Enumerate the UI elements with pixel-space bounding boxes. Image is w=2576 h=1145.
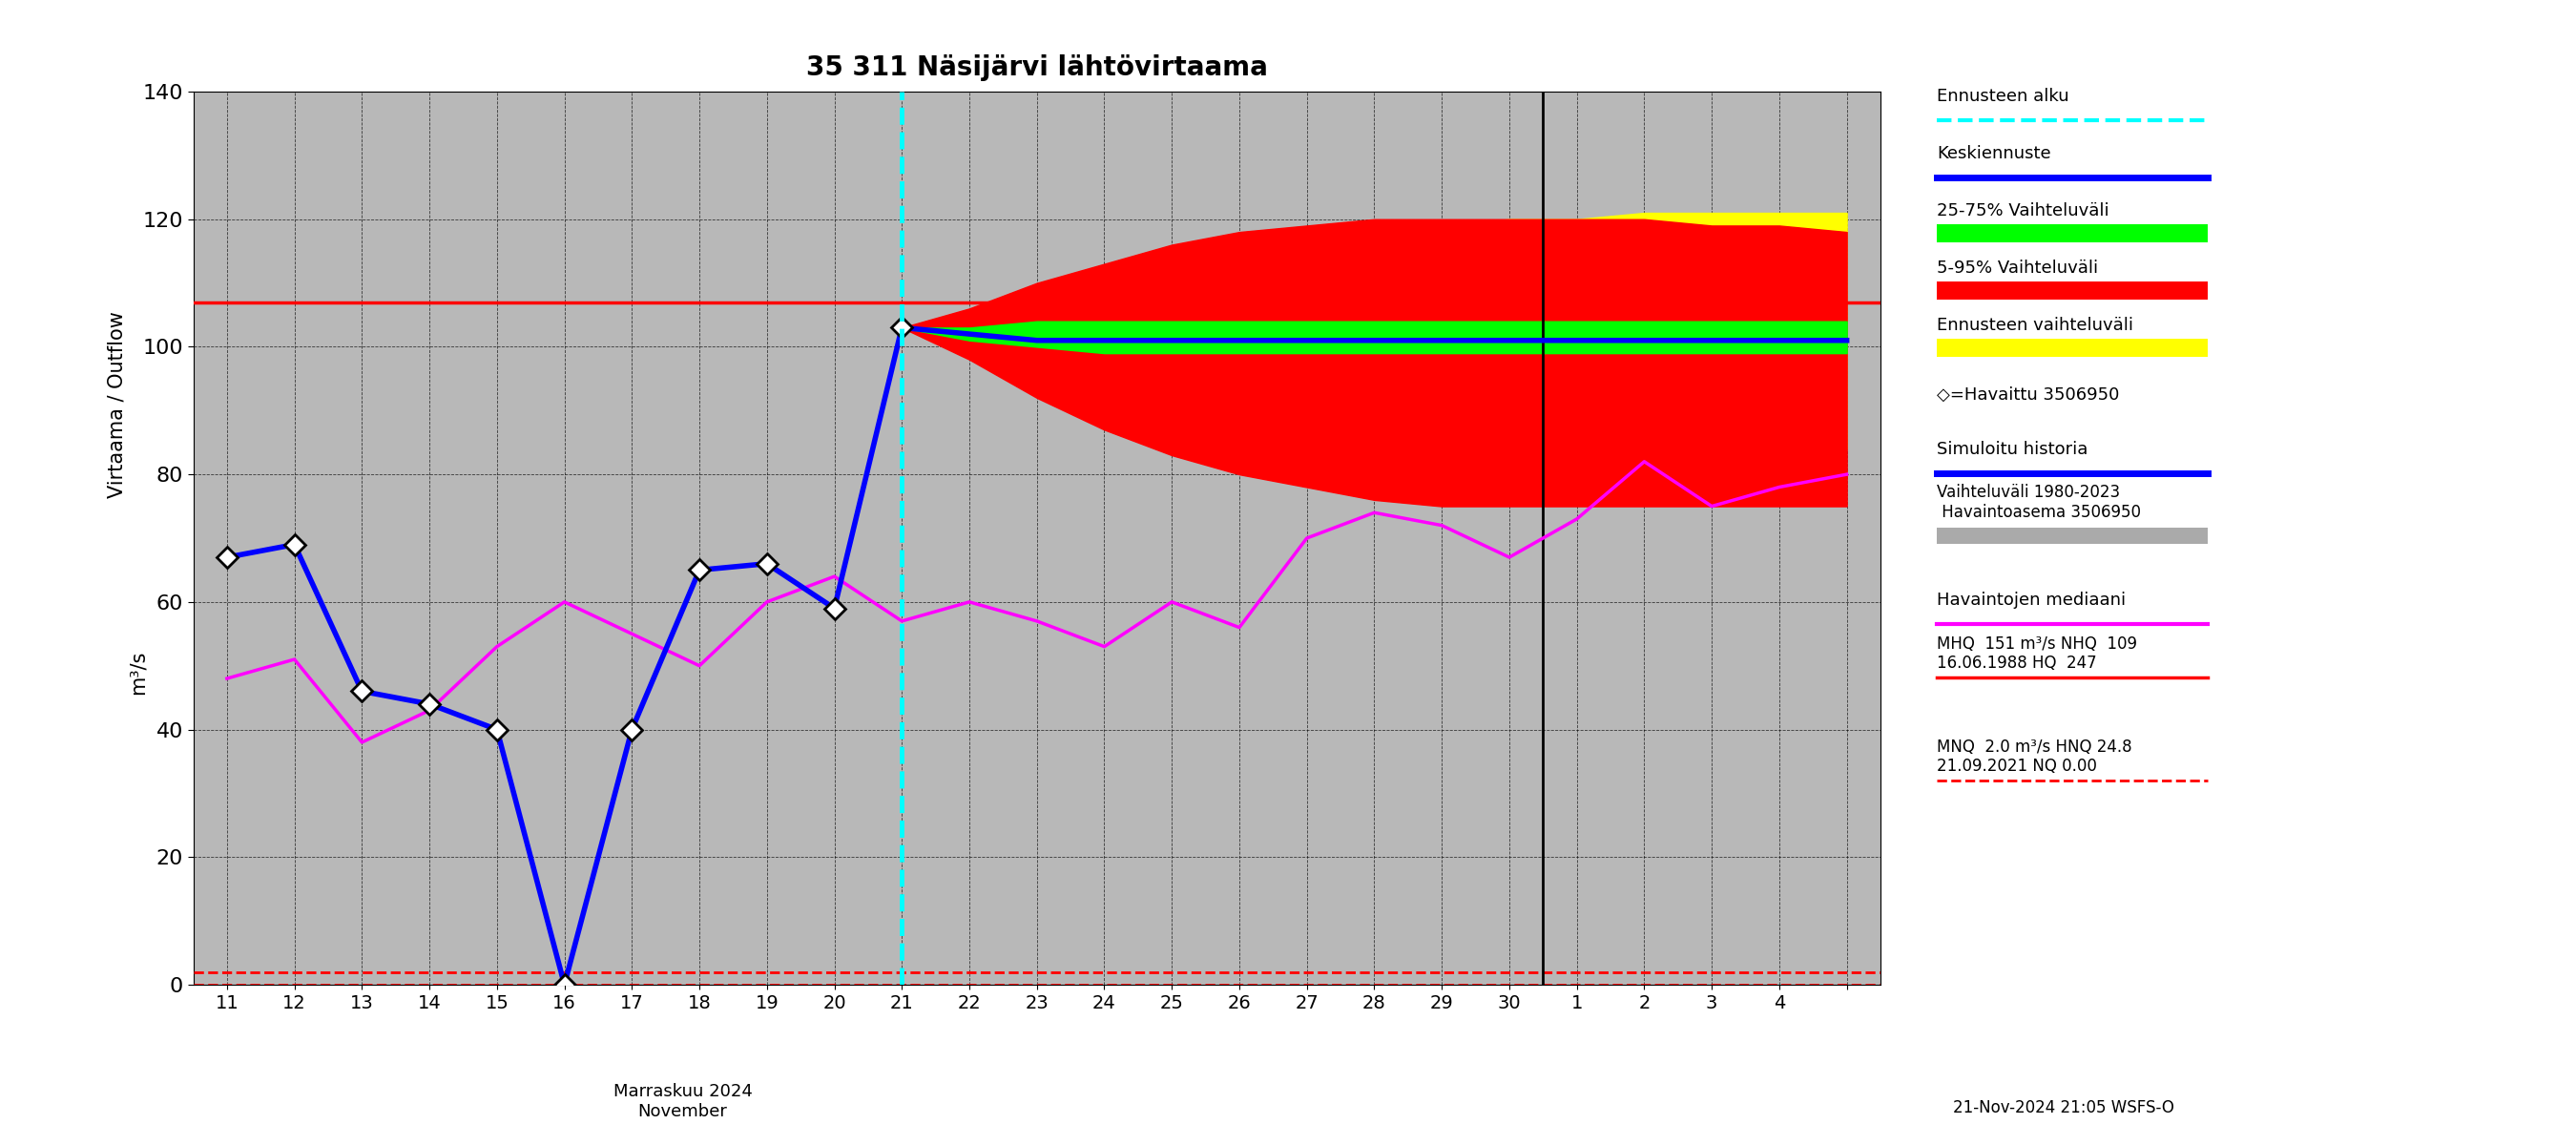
Text: 21-Nov-2024 21:05 WSFS-O: 21-Nov-2024 21:05 WSFS-O xyxy=(1953,1099,2174,1116)
Text: Keskiennuste: Keskiennuste xyxy=(1937,145,2050,163)
Text: Simuloitu historia: Simuloitu historia xyxy=(1937,441,2089,458)
Text: m³/s: m³/s xyxy=(129,650,147,694)
Text: ◇=Havaittu 3506950: ◇=Havaittu 3506950 xyxy=(1937,386,2120,403)
Text: Marraskuu 2024
November: Marraskuu 2024 November xyxy=(613,1083,752,1120)
Text: Ennusteen vaihteluväli: Ennusteen vaihteluväli xyxy=(1937,317,2133,334)
Text: MHQ  151 m³/s NHQ  109
16.06.1988 HQ  247: MHQ 151 m³/s NHQ 109 16.06.1988 HQ 247 xyxy=(1937,635,2138,672)
Title: 35 311 Näsijärvi lähtövirtaama: 35 311 Näsijärvi lähtövirtaama xyxy=(806,55,1267,81)
Text: 25-75% Vaihteluväli: 25-75% Vaihteluväli xyxy=(1937,203,2110,220)
Text: MNQ  2.0 m³/s HNQ 24.8
21.09.2021 NQ 0.00: MNQ 2.0 m³/s HNQ 24.8 21.09.2021 NQ 0.00 xyxy=(1937,739,2133,775)
Text: Ennusteen alku: Ennusteen alku xyxy=(1937,88,2069,105)
Text: Vaihteluväli 1980-2023
 Havaintoasema 3506950: Vaihteluväli 1980-2023 Havaintoasema 350… xyxy=(1937,484,2141,521)
Text: 5-95% Vaihteluväli: 5-95% Vaihteluväli xyxy=(1937,260,2099,277)
Text: Havaintojen mediaani: Havaintojen mediaani xyxy=(1937,592,2125,609)
Text: Virtaama / Outflow: Virtaama / Outflow xyxy=(108,310,126,498)
